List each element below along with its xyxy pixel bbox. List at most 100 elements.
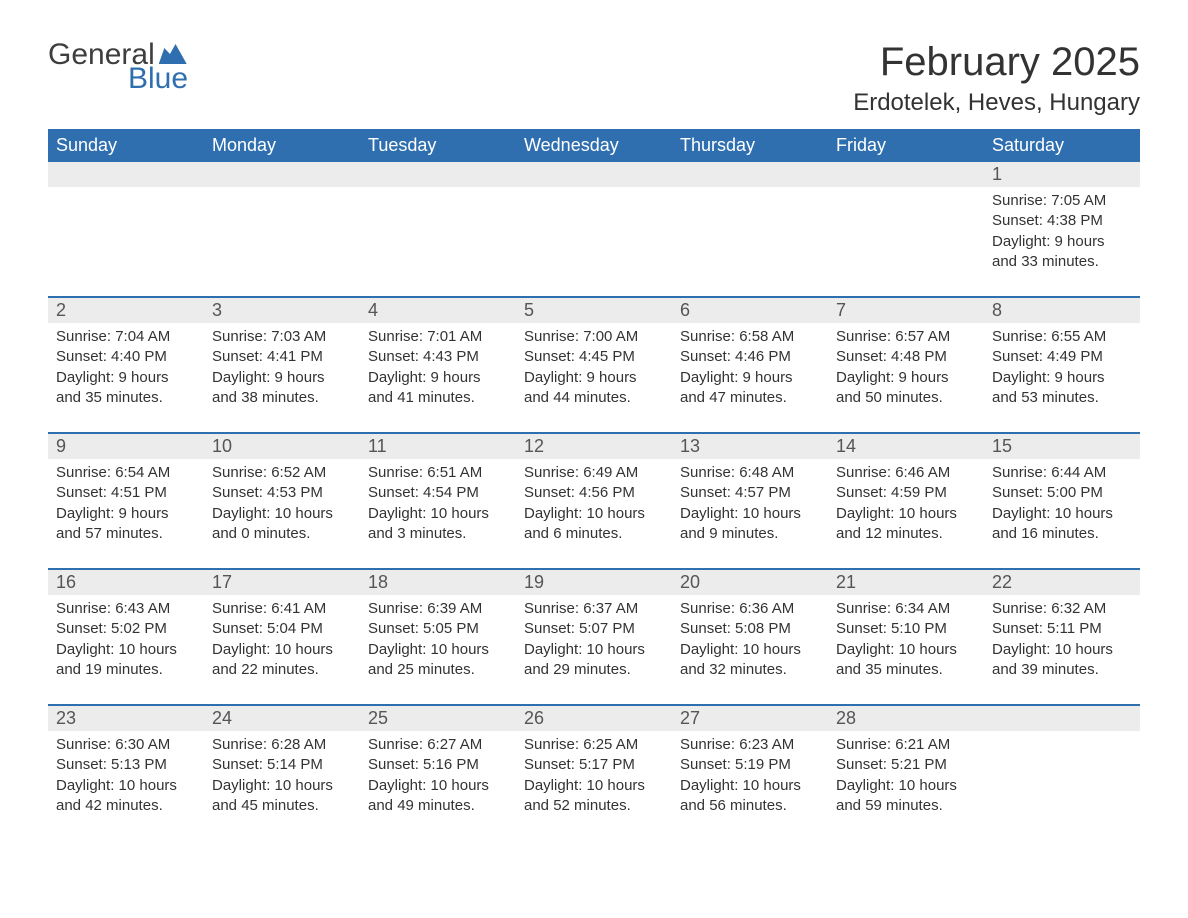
daylight-text: Daylight: 9 hours and 57 minutes.: [56, 504, 196, 545]
daylight-text: Daylight: 9 hours and 47 minutes.: [680, 368, 820, 409]
daylight-text: Daylight: 10 hours and 22 minutes.: [212, 640, 352, 681]
sunset-text: Sunset: 4:38 PM: [992, 211, 1132, 231]
sunrise-text: Sunrise: 6:54 AM: [56, 463, 196, 483]
day-number: 23: [48, 706, 204, 731]
day-number: 5: [516, 298, 672, 323]
sunset-text: Sunset: 5:02 PM: [56, 619, 196, 639]
sunrise-text: Sunrise: 6:39 AM: [368, 599, 508, 619]
sunset-text: Sunset: 4:51 PM: [56, 483, 196, 503]
day-detail: Sunrise: 6:54 AMSunset: 4:51 PMDaylight:…: [48, 459, 204, 548]
day-number: 6: [672, 298, 828, 323]
daylight-text: Daylight: 10 hours and 45 minutes.: [212, 776, 352, 817]
day-number: 10: [204, 434, 360, 459]
sunset-text: Sunset: 4:48 PM: [836, 347, 976, 367]
day-number: 9: [48, 434, 204, 459]
daylight-text: Daylight: 9 hours and 35 minutes.: [56, 368, 196, 409]
sunrise-text: Sunrise: 6:52 AM: [212, 463, 352, 483]
daynum-band: 16171819202122: [48, 568, 1140, 595]
day-detail: Sunrise: 6:23 AMSunset: 5:19 PMDaylight:…: [672, 731, 828, 820]
sunset-text: Sunset: 5:10 PM: [836, 619, 976, 639]
location-subtitle: Erdotelek, Heves, Hungary: [853, 89, 1140, 117]
daylight-text: Daylight: 10 hours and 32 minutes.: [680, 640, 820, 681]
day-number: [984, 706, 1140, 731]
day-detail: Sunrise: 6:51 AMSunset: 4:54 PMDaylight:…: [360, 459, 516, 548]
weekday-header: Thursday: [672, 129, 828, 162]
calendar-week: 232425262728Sunrise: 6:30 AMSunset: 5:13…: [48, 704, 1140, 820]
day-detail: Sunrise: 7:00 AMSunset: 4:45 PMDaylight:…: [516, 323, 672, 412]
weekday-header: Wednesday: [516, 129, 672, 162]
sunset-text: Sunset: 5:00 PM: [992, 483, 1132, 503]
sunrise-text: Sunrise: 6:58 AM: [680, 327, 820, 347]
day-number: 16: [48, 570, 204, 595]
day-number: 19: [516, 570, 672, 595]
brand-logo: General Blue: [48, 40, 188, 94]
sunrise-text: Sunrise: 6:36 AM: [680, 599, 820, 619]
sunrise-text: Sunrise: 6:37 AM: [524, 599, 664, 619]
day-detail: Sunrise: 6:21 AMSunset: 5:21 PMDaylight:…: [828, 731, 984, 820]
daylight-text: Daylight: 9 hours and 50 minutes.: [836, 368, 976, 409]
day-detail: [984, 731, 1140, 820]
sunset-text: Sunset: 5:04 PM: [212, 619, 352, 639]
daylight-text: Daylight: 9 hours and 41 minutes.: [368, 368, 508, 409]
calendar-week: 1Sunrise: 7:05 AMSunset: 4:38 PMDaylight…: [48, 162, 1140, 276]
daylight-text: Daylight: 10 hours and 52 minutes.: [524, 776, 664, 817]
day-number: 1: [984, 162, 1140, 187]
daylight-text: Daylight: 10 hours and 49 minutes.: [368, 776, 508, 817]
day-number: [360, 162, 516, 187]
day-number: 14: [828, 434, 984, 459]
month-title: February 2025: [853, 40, 1140, 85]
sunset-text: Sunset: 5:14 PM: [212, 755, 352, 775]
weekday-header: Tuesday: [360, 129, 516, 162]
day-number: 3: [204, 298, 360, 323]
day-number: 28: [828, 706, 984, 731]
page-header: General Blue February 2025 Erdotelek, He…: [48, 40, 1140, 117]
weekday-header: Saturday: [984, 129, 1140, 162]
calendar-week: 16171819202122Sunrise: 6:43 AMSunset: 5:…: [48, 568, 1140, 684]
day-number: [48, 162, 204, 187]
sunset-text: Sunset: 4:53 PM: [212, 483, 352, 503]
sunrise-text: Sunrise: 7:04 AM: [56, 327, 196, 347]
sunrise-text: Sunrise: 7:01 AM: [368, 327, 508, 347]
daylight-text: Daylight: 10 hours and 35 minutes.: [836, 640, 976, 681]
day-number: 12: [516, 434, 672, 459]
day-detail: Sunrise: 6:25 AMSunset: 5:17 PMDaylight:…: [516, 731, 672, 820]
daylight-text: Daylight: 10 hours and 25 minutes.: [368, 640, 508, 681]
sunset-text: Sunset: 5:17 PM: [524, 755, 664, 775]
sunset-text: Sunset: 4:41 PM: [212, 347, 352, 367]
sunset-text: Sunset: 5:05 PM: [368, 619, 508, 639]
day-number: 2: [48, 298, 204, 323]
daylight-text: Daylight: 10 hours and 0 minutes.: [212, 504, 352, 545]
day-detail: [828, 187, 984, 276]
day-number: 21: [828, 570, 984, 595]
day-detail: Sunrise: 6:32 AMSunset: 5:11 PMDaylight:…: [984, 595, 1140, 684]
sunset-text: Sunset: 4:49 PM: [992, 347, 1132, 367]
sunrise-text: Sunrise: 6:51 AM: [368, 463, 508, 483]
day-detail: Sunrise: 6:43 AMSunset: 5:02 PMDaylight:…: [48, 595, 204, 684]
daylight-text: Daylight: 9 hours and 53 minutes.: [992, 368, 1132, 409]
day-number: 20: [672, 570, 828, 595]
sunset-text: Sunset: 4:54 PM: [368, 483, 508, 503]
day-detail: Sunrise: 6:34 AMSunset: 5:10 PMDaylight:…: [828, 595, 984, 684]
day-detail-row: Sunrise: 6:43 AMSunset: 5:02 PMDaylight:…: [48, 595, 1140, 684]
sunset-text: Sunset: 5:07 PM: [524, 619, 664, 639]
calendar-week: 9101112131415Sunrise: 6:54 AMSunset: 4:5…: [48, 432, 1140, 548]
daylight-text: Daylight: 10 hours and 59 minutes.: [836, 776, 976, 817]
day-number: 18: [360, 570, 516, 595]
day-number: 15: [984, 434, 1140, 459]
day-number: 7: [828, 298, 984, 323]
day-number: 25: [360, 706, 516, 731]
sunrise-text: Sunrise: 6:27 AM: [368, 735, 508, 755]
day-detail: [672, 187, 828, 276]
day-number: 8: [984, 298, 1140, 323]
sunset-text: Sunset: 5:08 PM: [680, 619, 820, 639]
calendar-week: 2345678Sunrise: 7:04 AMSunset: 4:40 PMDa…: [48, 296, 1140, 412]
sunrise-text: Sunrise: 6:21 AM: [836, 735, 976, 755]
sunrise-text: Sunrise: 7:03 AM: [212, 327, 352, 347]
sunrise-text: Sunrise: 6:57 AM: [836, 327, 976, 347]
weekday-header-row: Sunday Monday Tuesday Wednesday Thursday…: [48, 129, 1140, 162]
day-detail: [360, 187, 516, 276]
sunset-text: Sunset: 4:45 PM: [524, 347, 664, 367]
sunrise-text: Sunrise: 6:23 AM: [680, 735, 820, 755]
sunrise-text: Sunrise: 7:00 AM: [524, 327, 664, 347]
day-detail-row: Sunrise: 7:04 AMSunset: 4:40 PMDaylight:…: [48, 323, 1140, 412]
